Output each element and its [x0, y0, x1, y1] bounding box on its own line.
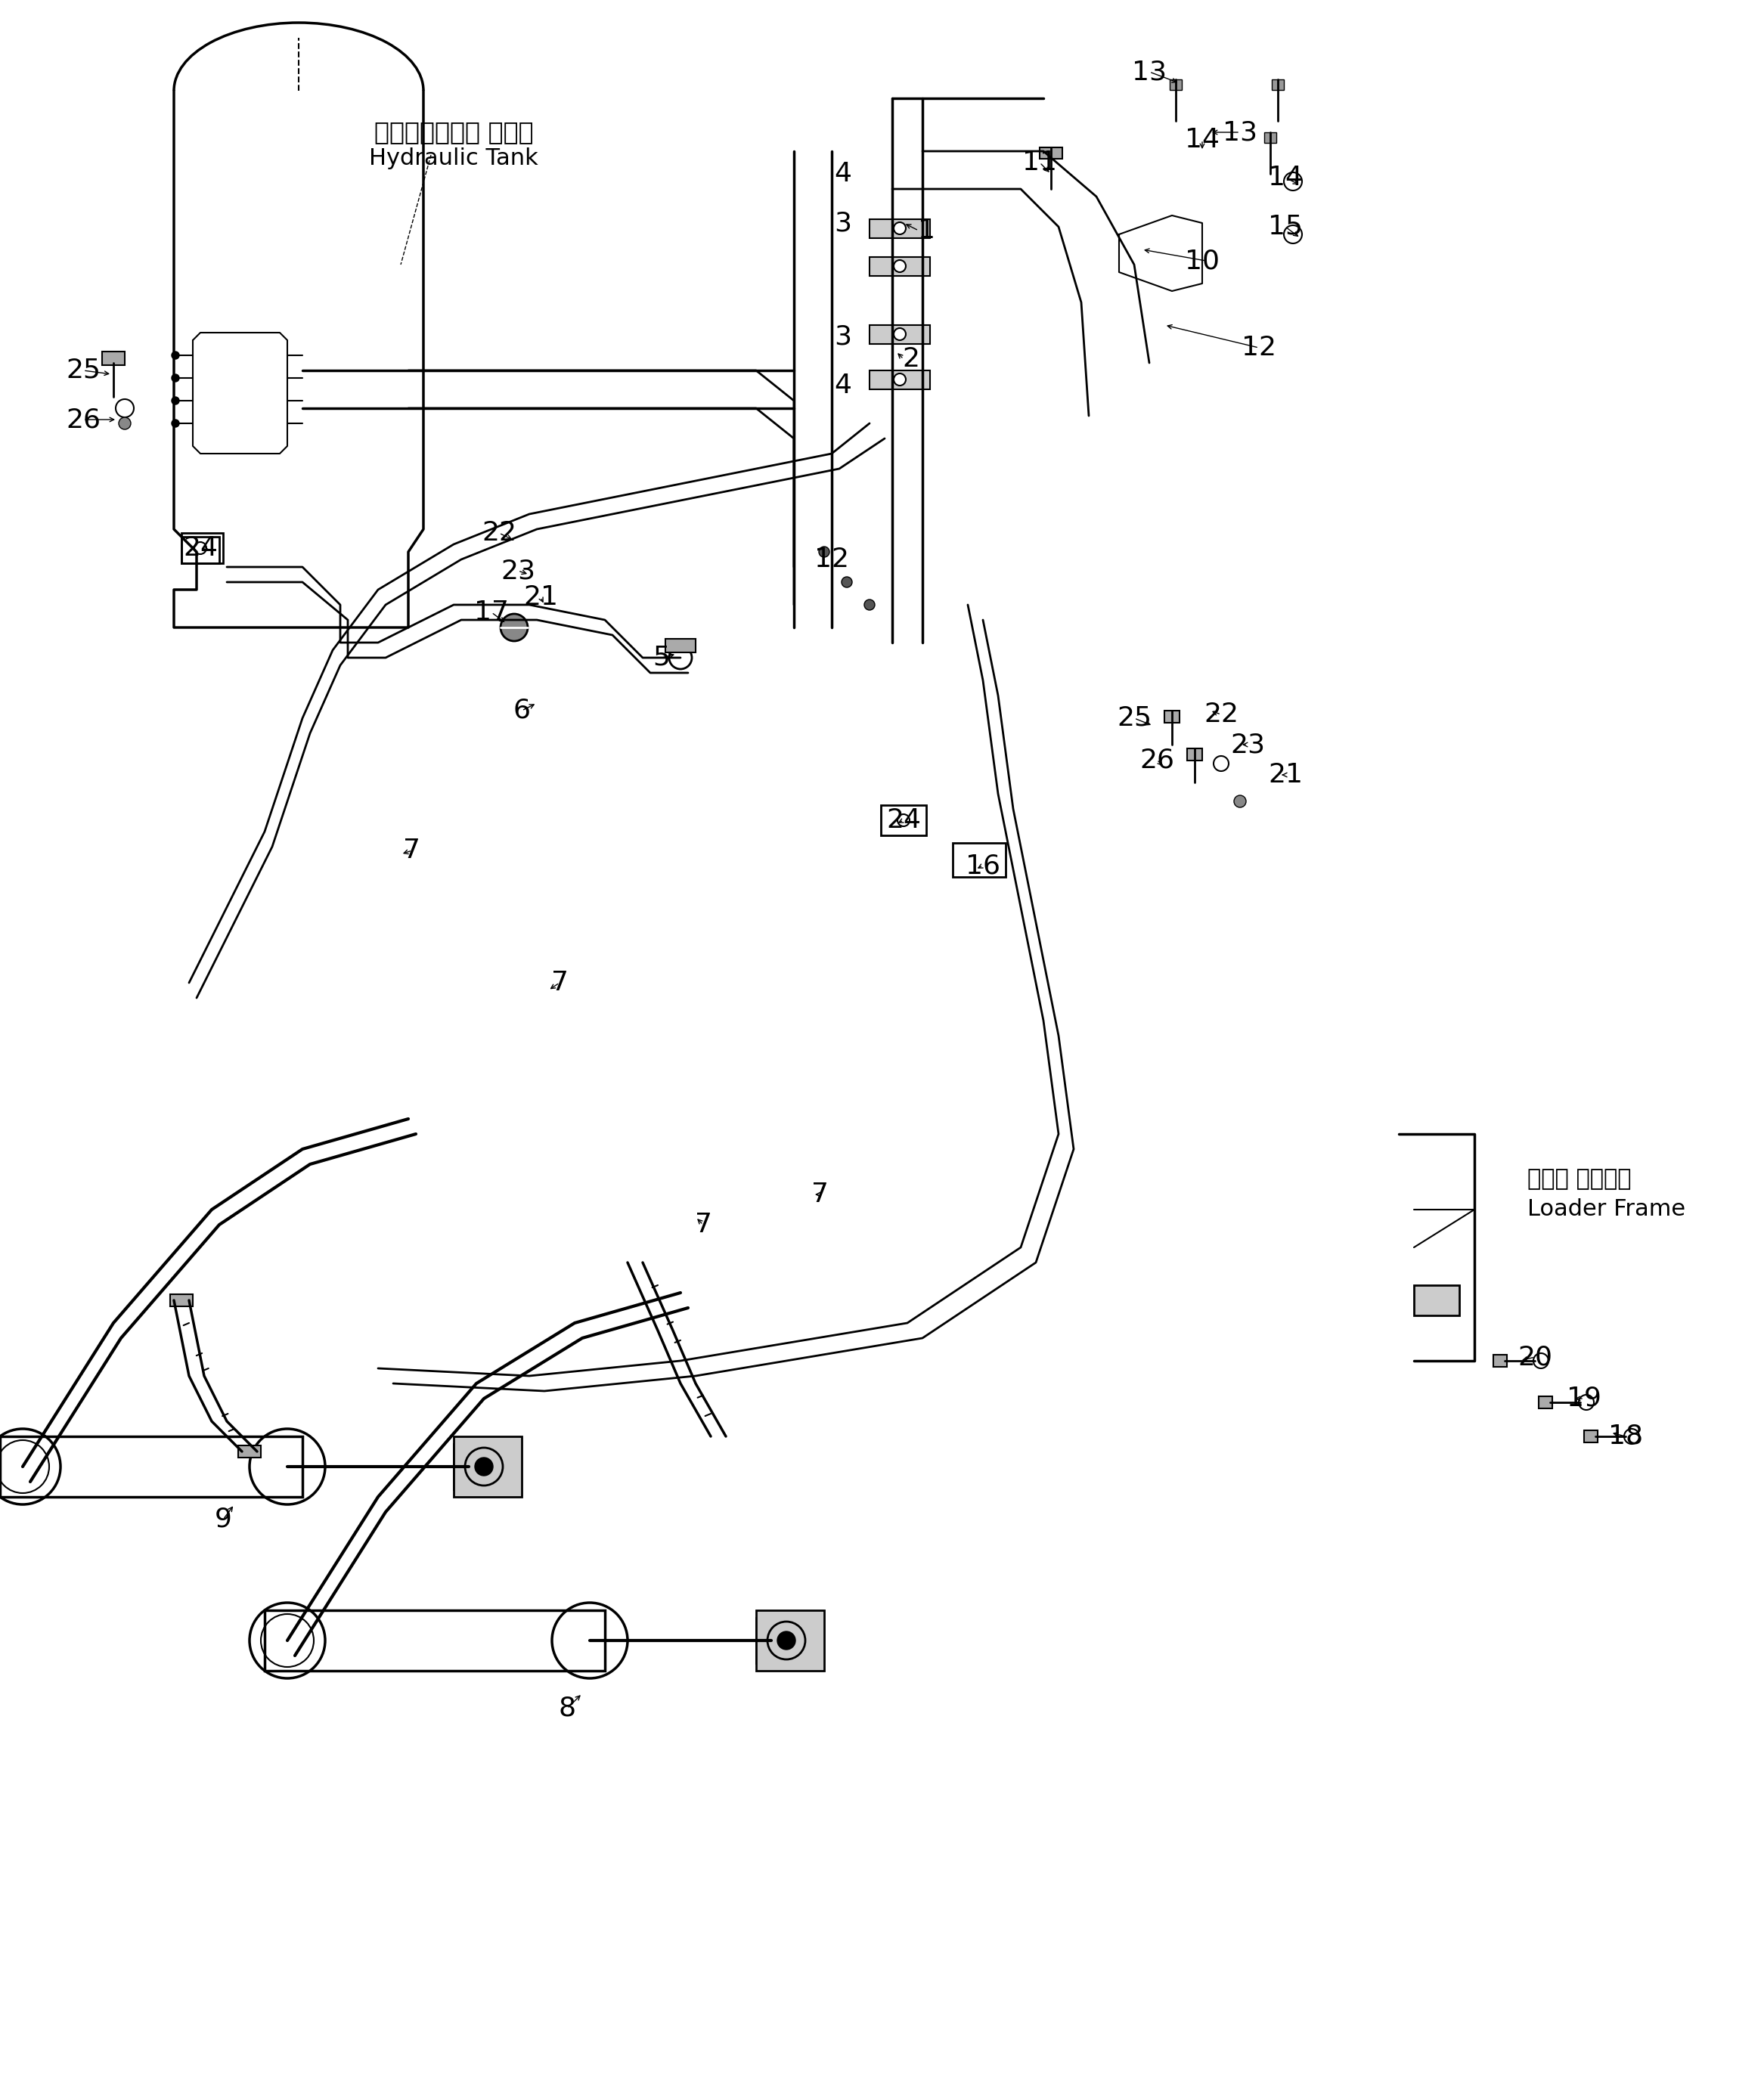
Text: 5: 5 [653, 645, 670, 670]
Text: 24: 24 [886, 808, 921, 833]
Bar [953, 843, 1005, 877]
Bar [453, 1445, 513, 1489]
Text: 13: 13 [1132, 58, 1166, 85]
Circle shape [475, 1457, 492, 1476]
Circle shape [501, 614, 527, 641]
Bar [1538, 1397, 1552, 1407]
Text: 24: 24 [183, 535, 217, 560]
Bar [102, 352, 125, 364]
Circle shape [894, 223, 907, 235]
Bar [453, 1437, 522, 1497]
Bar [182, 533, 222, 564]
Text: 10: 10 [1185, 248, 1219, 273]
Text: 7: 7 [811, 1183, 829, 1208]
Bar [1187, 747, 1203, 760]
Bar [1584, 1430, 1598, 1443]
Bar [169, 1295, 192, 1305]
Text: 25: 25 [65, 358, 101, 383]
Text: 23: 23 [501, 558, 534, 583]
Bar [1039, 148, 1062, 158]
Bar [238, 1445, 261, 1457]
Text: 18: 18 [1609, 1424, 1642, 1449]
Bar [870, 371, 930, 389]
Circle shape [171, 421, 180, 427]
Text: Loader Frame: Loader Frame [1528, 1199, 1685, 1220]
Text: 3: 3 [834, 210, 852, 235]
Circle shape [894, 373, 907, 385]
Text: 23: 23 [1230, 731, 1265, 758]
Bar [182, 537, 219, 564]
Text: 21: 21 [524, 585, 557, 610]
Bar [0, 1437, 302, 1497]
Circle shape [118, 416, 131, 429]
Bar [757, 1618, 817, 1664]
Circle shape [864, 600, 875, 610]
Text: 25: 25 [1117, 706, 1152, 731]
Text: 2: 2 [903, 346, 919, 373]
Text: 21: 21 [1268, 762, 1304, 787]
Bar [1494, 1355, 1506, 1366]
Circle shape [778, 1632, 796, 1649]
Bar [1265, 133, 1277, 144]
Text: 22: 22 [1203, 702, 1238, 727]
Circle shape [1235, 795, 1245, 808]
Text: 7: 7 [404, 837, 422, 864]
Text: 16: 16 [965, 854, 1000, 879]
Text: 12: 12 [815, 548, 848, 573]
Text: 12: 12 [1242, 335, 1277, 360]
Bar [1415, 1285, 1459, 1316]
Text: 6: 6 [513, 697, 531, 722]
Text: 1: 1 [917, 219, 935, 244]
Text: 3: 3 [834, 323, 852, 350]
Text: ハイドロリック タンク: ハイドロリック タンク [374, 121, 533, 146]
Bar [1164, 710, 1180, 722]
Circle shape [841, 577, 852, 587]
Text: 19: 19 [1566, 1387, 1602, 1412]
Bar [1170, 79, 1182, 90]
Bar [870, 256, 930, 277]
Text: 14: 14 [1185, 127, 1219, 152]
Text: 4: 4 [834, 160, 852, 187]
Text: 13: 13 [1222, 119, 1258, 146]
Text: 4: 4 [834, 373, 852, 398]
Bar [870, 325, 930, 344]
Circle shape [894, 260, 907, 273]
Text: 26: 26 [1140, 747, 1175, 772]
Text: 22: 22 [482, 520, 517, 545]
Text: 7: 7 [550, 970, 568, 995]
Bar [265, 1609, 605, 1670]
Text: Hydraulic Tank: Hydraulic Tank [369, 148, 538, 171]
Bar [880, 806, 926, 835]
Text: 15: 15 [1268, 214, 1304, 239]
Circle shape [818, 548, 829, 558]
Bar [665, 639, 695, 652]
Text: 20: 20 [1517, 1345, 1552, 1370]
Circle shape [171, 398, 180, 404]
Text: 17: 17 [475, 600, 508, 625]
Bar [870, 219, 930, 237]
Bar [757, 1609, 824, 1670]
Text: 7: 7 [695, 1212, 713, 1237]
Bar [1272, 79, 1284, 90]
Circle shape [171, 375, 180, 381]
Circle shape [894, 329, 907, 339]
Text: 14: 14 [1268, 164, 1304, 192]
Circle shape [171, 352, 180, 358]
Text: 9: 9 [215, 1507, 231, 1532]
Text: ローダ フレーム: ローダ フレーム [1528, 1168, 1632, 1191]
Text: 26: 26 [65, 406, 101, 433]
Text: 8: 8 [559, 1695, 575, 1722]
Text: 11: 11 [1023, 150, 1057, 175]
